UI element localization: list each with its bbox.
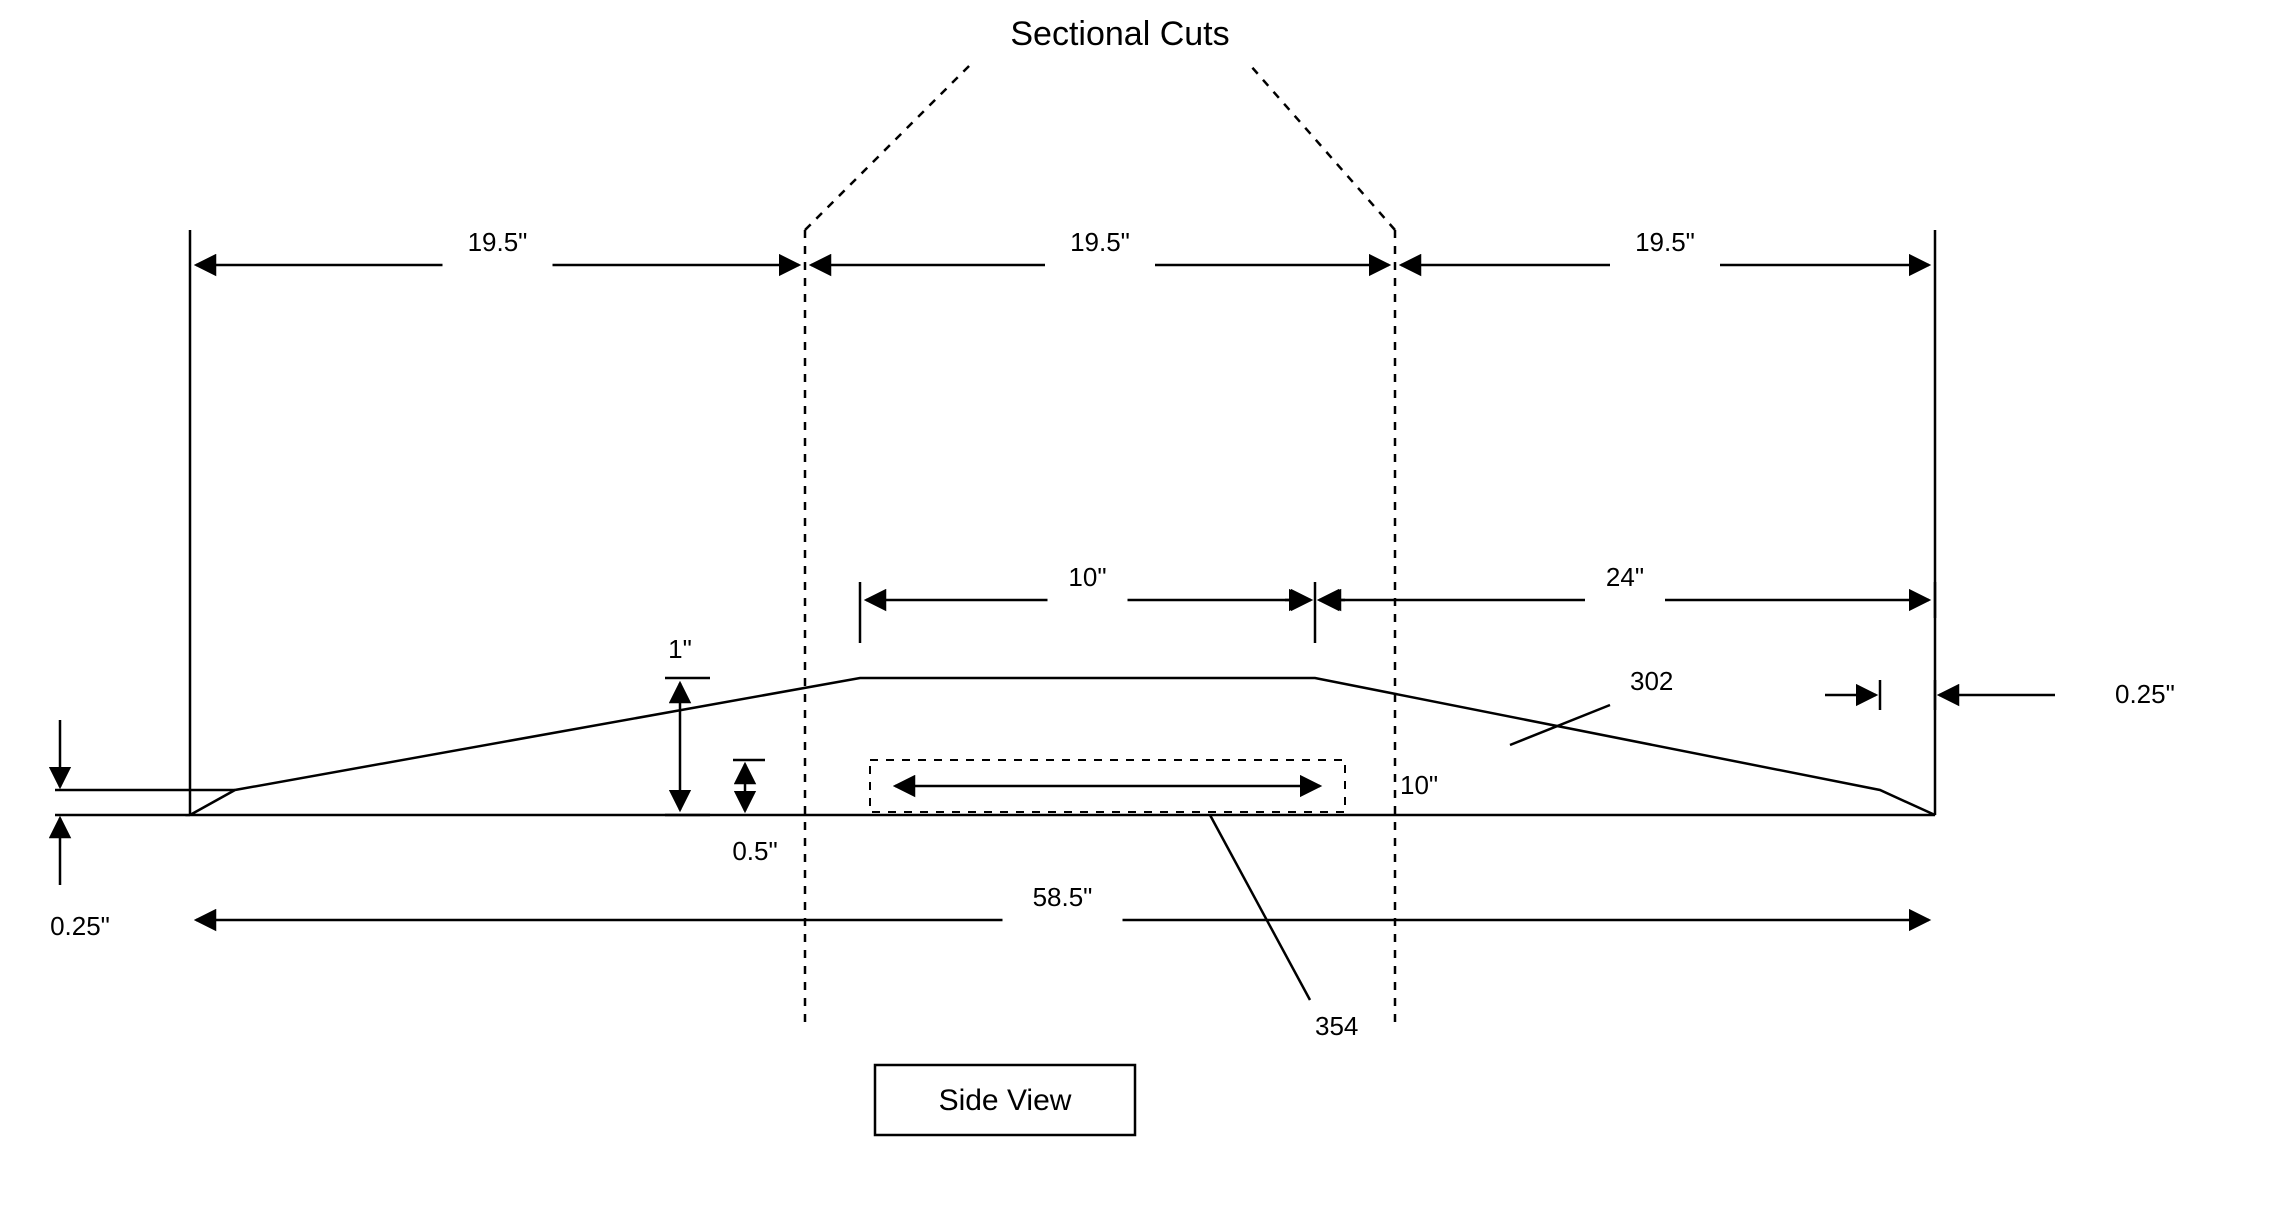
dim-label: 0.25" xyxy=(50,911,110,941)
view-label: Side View xyxy=(939,1084,1072,1117)
dim-label: 19.5" xyxy=(1070,227,1130,257)
body-profile xyxy=(190,678,1935,815)
dim-label: 10" xyxy=(1400,770,1438,800)
ref-354: 354 xyxy=(1315,1011,1358,1041)
ref-302: 302 xyxy=(1630,666,1673,696)
dim-label: 0.25" xyxy=(2115,679,2175,709)
dim-label: 0.5" xyxy=(732,836,777,866)
dim-label: 1" xyxy=(668,634,692,664)
dim-label: 10" xyxy=(1068,562,1106,592)
dim-label: 58.5" xyxy=(1033,882,1093,912)
dim-label: 19.5" xyxy=(1635,227,1695,257)
title: Sectional Cuts xyxy=(1010,15,1229,53)
engineering-diagram: Sectional Cuts 19.5" 19.5" 19.5" 10" 24" 10" 1"… xyxy=(0,0,2277,1218)
dim-label: 24" xyxy=(1606,562,1644,592)
dim-label: 19.5" xyxy=(468,227,528,257)
